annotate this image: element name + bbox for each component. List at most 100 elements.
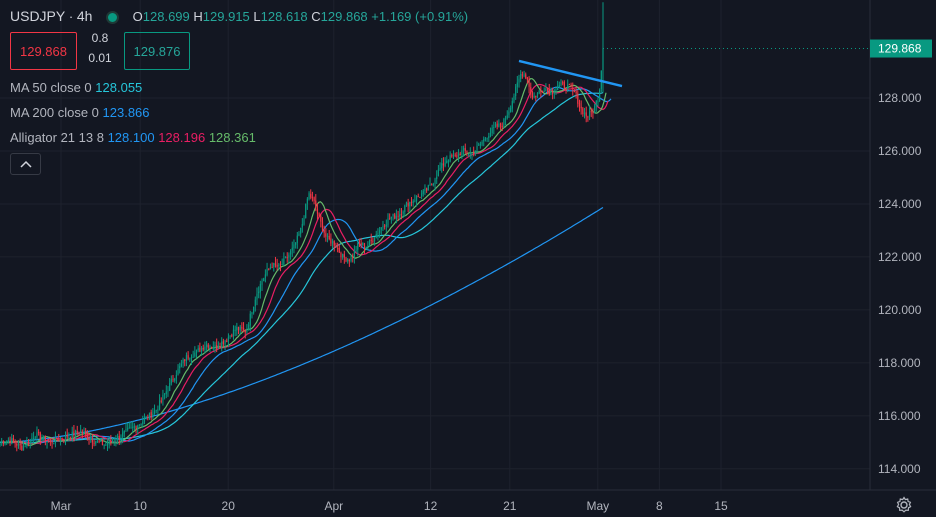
x-tick-label: 20 xyxy=(222,499,236,513)
candle-body xyxy=(232,329,235,337)
candle-body xyxy=(298,233,300,236)
alligator-lines xyxy=(2,78,612,446)
candle-body xyxy=(113,441,115,443)
candle-body xyxy=(405,202,408,205)
trendline[interactable] xyxy=(518,59,623,88)
candle-body xyxy=(318,213,320,216)
alligator-lips-path xyxy=(2,78,607,446)
candle-body xyxy=(466,151,468,154)
candle-body xyxy=(407,202,409,207)
candle-body xyxy=(56,437,58,441)
gear-icon[interactable] xyxy=(895,496,913,514)
candle-body xyxy=(456,155,458,157)
candle-body xyxy=(143,418,146,422)
candle-body xyxy=(175,374,177,379)
candle-body xyxy=(135,426,137,429)
candle-body xyxy=(160,400,162,402)
candle-body xyxy=(491,127,493,134)
candle-body xyxy=(21,445,23,451)
candle-body xyxy=(64,435,67,441)
candle-body xyxy=(17,443,20,447)
candle-body xyxy=(585,112,587,117)
candle-body xyxy=(599,89,601,101)
candle-body xyxy=(365,247,367,249)
candle-body xyxy=(96,440,99,442)
y-tick-label: 120.000 xyxy=(878,303,922,317)
candle-body xyxy=(227,336,230,342)
candle-body xyxy=(236,327,238,331)
candle-body xyxy=(155,410,157,412)
candle-body xyxy=(395,216,398,219)
candle-body xyxy=(560,82,562,86)
candle-body xyxy=(36,432,38,438)
candle-body xyxy=(303,218,305,225)
candle-body xyxy=(345,257,347,262)
sell-button[interactable]: 129.868 xyxy=(10,32,77,70)
candle-body xyxy=(390,216,392,219)
collapse-legend-button[interactable] xyxy=(10,153,41,175)
candle-body xyxy=(474,150,476,154)
candle-body xyxy=(4,442,6,445)
candle-body xyxy=(242,327,245,330)
candle-body xyxy=(595,101,597,107)
symbol-label[interactable]: USDJPY xyxy=(10,8,66,24)
price-axis-panel[interactable] xyxy=(870,0,936,517)
buy-button[interactable]: 129.876 xyxy=(124,32,190,70)
candle-body xyxy=(469,152,471,154)
market-status-icon[interactable] xyxy=(106,11,120,25)
candle-body xyxy=(300,227,302,234)
candle-body xyxy=(180,363,183,367)
x-tick-label: 8 xyxy=(656,499,663,513)
candle-body xyxy=(111,441,114,443)
candle-body xyxy=(202,347,204,350)
candle-body xyxy=(153,410,156,415)
candle-body xyxy=(27,442,30,444)
candle-body xyxy=(268,268,270,270)
candle-body xyxy=(308,193,310,200)
ma50-value: 128.055 xyxy=(95,80,143,95)
candle-body xyxy=(588,111,591,117)
candle-body xyxy=(578,103,581,107)
candle-body xyxy=(523,74,525,76)
x-tick-label: 21 xyxy=(503,499,517,513)
candle-body xyxy=(61,438,63,440)
low-label: L xyxy=(253,9,261,24)
candle-body xyxy=(6,440,8,443)
candle-body xyxy=(541,90,544,93)
candle-body xyxy=(284,256,287,259)
x-tick-label: 12 xyxy=(424,499,438,513)
candle-body xyxy=(137,425,139,430)
candle-body xyxy=(400,214,403,216)
candle-body xyxy=(479,144,481,146)
candle-body xyxy=(516,82,518,87)
candle-body xyxy=(473,152,475,154)
candle-body xyxy=(123,430,125,434)
candle-body xyxy=(444,162,446,167)
candle-body xyxy=(360,242,362,246)
candle-body xyxy=(207,344,209,348)
candle-body xyxy=(133,426,135,428)
candle-body xyxy=(174,378,176,381)
candle-body xyxy=(434,179,436,185)
candle-body xyxy=(68,436,70,438)
change-value: +1.169 (+0.91%) xyxy=(371,9,469,24)
candle-body xyxy=(513,95,515,102)
candle-body xyxy=(471,152,473,154)
interval-label[interactable]: 4h xyxy=(76,8,93,24)
ma50-legend[interactable]: MA 50 close 0 128.055 xyxy=(10,80,142,95)
candle-body xyxy=(370,239,372,241)
trendline-path[interactable] xyxy=(518,59,623,88)
candle-body xyxy=(205,344,208,348)
candle-body xyxy=(234,329,236,331)
candle-body xyxy=(447,160,450,162)
candle-body xyxy=(19,443,21,446)
ma200-legend[interactable]: MA 200 close 0 123.866 xyxy=(10,105,150,120)
candle-body xyxy=(323,230,325,233)
candle-body xyxy=(310,193,312,198)
alligator-legend[interactable]: Alligator 21 13 8 128.100 128.196 128.36… xyxy=(10,130,256,145)
candle-body xyxy=(118,435,120,440)
candle-body xyxy=(14,440,16,444)
candle-body xyxy=(158,400,161,410)
candle-body xyxy=(483,139,485,142)
